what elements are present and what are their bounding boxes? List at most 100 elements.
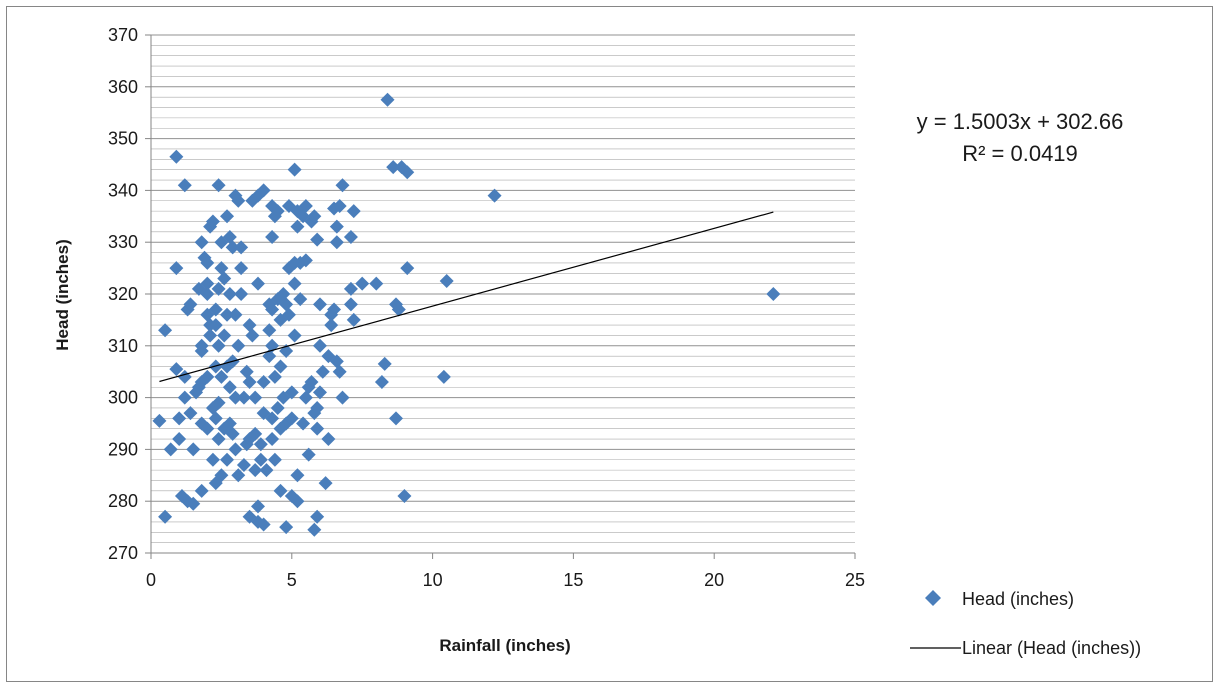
data-point [200, 421, 215, 436]
data-point [200, 287, 215, 301]
data-point [388, 411, 403, 426]
data-point [310, 421, 325, 436]
y-tick-label: 370 [108, 25, 138, 45]
data-point [245, 328, 260, 343]
data-point [380, 92, 395, 107]
data-point [208, 318, 223, 333]
y-tick-label: 340 [108, 180, 138, 200]
y-tick-label: 270 [108, 543, 138, 563]
data-point [265, 432, 280, 447]
data-point [172, 411, 187, 426]
y-tick-label: 300 [108, 388, 138, 408]
data-point [343, 230, 358, 245]
data-point [327, 302, 342, 317]
data-point [217, 328, 232, 343]
data-point [177, 178, 192, 193]
legend-label-head: Head (inches) [962, 589, 1074, 609]
data-point [217, 271, 232, 286]
data-point [183, 406, 198, 421]
data-point [248, 463, 263, 478]
data-point [200, 369, 215, 384]
data-point [251, 276, 266, 291]
data-point [273, 483, 288, 498]
data-point [211, 281, 226, 296]
y-tick-label: 360 [108, 77, 138, 97]
data-point [279, 297, 294, 312]
data-point [242, 318, 257, 333]
data-point [307, 522, 322, 537]
data-point [234, 287, 249, 301]
data-point [310, 509, 325, 524]
data-point [267, 452, 282, 467]
data-point [228, 442, 243, 457]
data-point [211, 432, 226, 447]
data-point [228, 390, 243, 405]
data-point [279, 520, 294, 535]
data-point [225, 240, 240, 255]
data-point [256, 517, 271, 532]
data-point [298, 390, 313, 405]
data-point [211, 178, 226, 193]
data-point [355, 276, 370, 291]
data-points [152, 92, 781, 537]
data-point [287, 276, 302, 291]
x-tick-label: 0 [146, 570, 156, 590]
x-tick-label: 10 [423, 570, 443, 590]
data-point [267, 369, 282, 384]
data-point [259, 463, 274, 478]
legend-marker-head [925, 590, 941, 606]
legend: Head (inches) Linear (Head (inches)) [910, 589, 1141, 658]
data-point [284, 411, 299, 426]
data-point [397, 489, 412, 504]
data-point [169, 362, 184, 377]
data-point [310, 232, 325, 247]
data-point [265, 230, 280, 245]
data-point [172, 432, 187, 447]
data-point [194, 483, 209, 498]
data-point [436, 369, 451, 384]
data-point [169, 149, 184, 164]
data-point [194, 343, 209, 358]
data-point [251, 499, 266, 514]
data-point [253, 452, 268, 467]
data-point [276, 287, 291, 301]
data-point [186, 442, 201, 457]
x-axis-title: Rainfall (inches) [439, 636, 570, 655]
data-point [163, 442, 178, 457]
y-axis-ticks: 270 280 290 300 310 320 330 340 350 360 370 [108, 25, 151, 563]
data-point [262, 323, 277, 338]
data-point [324, 318, 339, 333]
data-point [222, 230, 237, 245]
data-point [335, 390, 350, 405]
data-point [211, 395, 226, 410]
y-axis-title: Head (inches) [53, 239, 72, 350]
data-point [248, 426, 263, 441]
data-point [253, 437, 268, 452]
data-point [284, 385, 299, 400]
y-tick-label: 310 [108, 336, 138, 356]
data-point [766, 287, 781, 301]
chart-area [6, 6, 1213, 682]
data-point [236, 390, 251, 405]
data-point [183, 297, 198, 312]
y-tick-label: 290 [108, 439, 138, 459]
x-axis-ticks: 0 5 10 15 20 25 [146, 553, 865, 590]
y-tick-label: 350 [108, 129, 138, 149]
data-point [220, 452, 235, 467]
data-point [177, 390, 192, 405]
data-point [200, 276, 215, 291]
data-point [377, 356, 392, 371]
trendline [159, 211, 774, 383]
data-point [329, 219, 344, 234]
data-point [343, 297, 358, 312]
data-point [374, 375, 389, 390]
data-point [203, 328, 218, 343]
data-point [265, 302, 280, 317]
data-point [487, 188, 502, 203]
data-point [307, 209, 322, 224]
data-point [391, 302, 406, 317]
trendline-r-squared: R² = 0.0419 [962, 141, 1078, 166]
data-point [400, 165, 415, 180]
data-point [256, 375, 271, 390]
data-point [234, 240, 249, 255]
